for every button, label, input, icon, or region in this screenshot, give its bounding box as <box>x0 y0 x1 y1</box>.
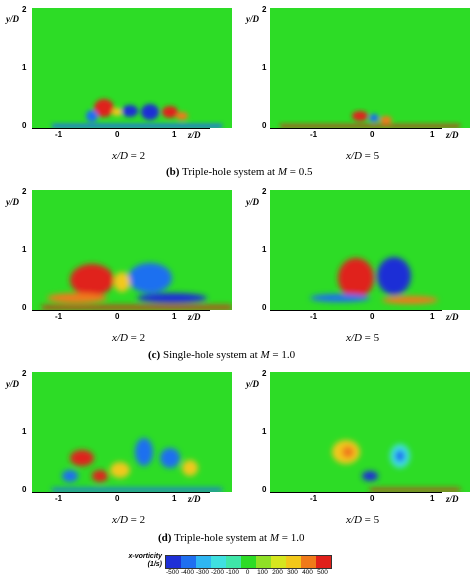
colorbar-tick-label: 100 <box>257 569 268 576</box>
x-location-label: x/D = 2 <box>112 514 146 526</box>
z-tick: -1 <box>310 494 318 503</box>
colorbar-tick-label: 500 <box>317 569 328 576</box>
caption-b: (b) Triple-hole system at M = 0.5 <box>166 166 313 178</box>
x-location-label: x/D = 5 <box>346 332 380 344</box>
y-tick: 1 <box>262 245 267 254</box>
y-tick: 1 <box>22 63 27 72</box>
axis-baseline <box>270 310 442 311</box>
z-tick: -1 <box>55 494 63 503</box>
axis-baseline <box>270 492 442 493</box>
contour-plot-c-x2 <box>32 190 232 310</box>
y-tick: 0 <box>262 485 267 494</box>
y-axis-label: y/D <box>246 197 259 207</box>
z-tick: 0 <box>115 312 120 321</box>
z-tick: 0 <box>370 494 375 503</box>
y-axis-label: y/D <box>6 14 19 24</box>
colorbar-swatch <box>196 556 211 568</box>
z-tick: 1 <box>172 494 177 503</box>
z-tick: -1 <box>310 312 318 321</box>
colorbar <box>165 555 332 569</box>
y-tick: 2 <box>22 5 27 14</box>
y-tick: 1 <box>22 427 27 436</box>
colorbar-tick-label: -500 <box>165 569 179 576</box>
x-location-label: x/D = 2 <box>112 332 146 344</box>
contour-plot-d-x2 <box>32 372 232 492</box>
z-tick: 1 <box>430 312 435 321</box>
y-tick: 2 <box>262 5 267 14</box>
axis-baseline <box>270 128 442 129</box>
contour-plot-d-x5 <box>270 372 470 492</box>
x-location-label: x/D = 2 <box>112 150 146 162</box>
y-axis-label: y/D <box>246 14 259 24</box>
y-tick: 1 <box>262 427 267 436</box>
z-tick: 1 <box>172 130 177 139</box>
colorbar-swatch <box>301 556 316 568</box>
z-axis-label: z/D <box>188 494 201 504</box>
y-tick: 0 <box>22 485 27 494</box>
colorbar-tick-label: -200 <box>210 569 224 576</box>
colorbar-swatch <box>271 556 286 568</box>
colorbar-tick-label: -100 <box>225 569 239 576</box>
z-axis-label: z/D <box>188 312 201 322</box>
y-axis-label: y/D <box>6 379 19 389</box>
y-axis-label: y/D <box>246 379 259 389</box>
colorbar-swatch <box>226 556 241 568</box>
contour-plot-b-x2 <box>32 8 232 128</box>
z-tick: 1 <box>172 312 177 321</box>
x-location-label: x/D = 5 <box>346 514 380 526</box>
y-tick: 2 <box>262 369 267 378</box>
colorbar-swatch <box>316 556 331 568</box>
colorbar-tick-label: 400 <box>302 569 313 576</box>
contour-plot-b-x5 <box>270 8 470 128</box>
colorbar-swatch <box>166 556 181 568</box>
y-tick: 2 <box>22 187 27 196</box>
z-axis-label: z/D <box>446 130 459 140</box>
colorbar-swatch <box>211 556 226 568</box>
z-axis-label: z/D <box>188 130 201 140</box>
z-tick: -1 <box>310 130 318 139</box>
colorbar-tick-label: 300 <box>287 569 298 576</box>
axis-baseline <box>32 492 210 493</box>
colorbar-swatch <box>286 556 301 568</box>
z-axis-label: z/D <box>446 312 459 322</box>
colorbar-swatch <box>256 556 271 568</box>
z-tick: 0 <box>115 130 120 139</box>
y-tick: 1 <box>22 245 27 254</box>
caption-c: (c) Single-hole system at M = 1.0 <box>148 349 296 361</box>
axis-baseline <box>32 128 210 129</box>
colorbar-tick-label: -300 <box>195 569 209 576</box>
z-tick: -1 <box>55 130 63 139</box>
z-tick: 0 <box>370 130 375 139</box>
y-tick: 1 <box>262 63 267 72</box>
axis-baseline <box>32 310 210 311</box>
colorbar-swatch <box>241 556 256 568</box>
y-tick: 2 <box>262 187 267 196</box>
y-axis-label: y/D <box>6 197 19 207</box>
z-tick: -1 <box>55 312 63 321</box>
z-tick: 1 <box>430 130 435 139</box>
y-tick: 0 <box>262 303 267 312</box>
colorbar-title: x-vorticity (1/s) <box>128 553 162 568</box>
caption-d: (d) Triple-hole system at M = 1.0 <box>158 532 305 544</box>
x-location-label: x/D = 5 <box>346 150 380 162</box>
z-tick: 0 <box>115 494 120 503</box>
y-tick: 0 <box>22 303 27 312</box>
colorbar-tick-label: -400 <box>180 569 194 576</box>
z-axis-label: z/D <box>446 494 459 504</box>
colorbar-tick-label: 0 <box>245 569 250 576</box>
z-tick: 0 <box>370 312 375 321</box>
y-tick: 2 <box>22 369 27 378</box>
colorbar-swatch <box>181 556 196 568</box>
contour-plot-c-x5 <box>270 190 470 310</box>
colorbar-tick-label: 200 <box>272 569 283 576</box>
y-tick: 0 <box>22 121 27 130</box>
z-tick: 1 <box>430 494 435 503</box>
y-tick: 0 <box>262 121 267 130</box>
